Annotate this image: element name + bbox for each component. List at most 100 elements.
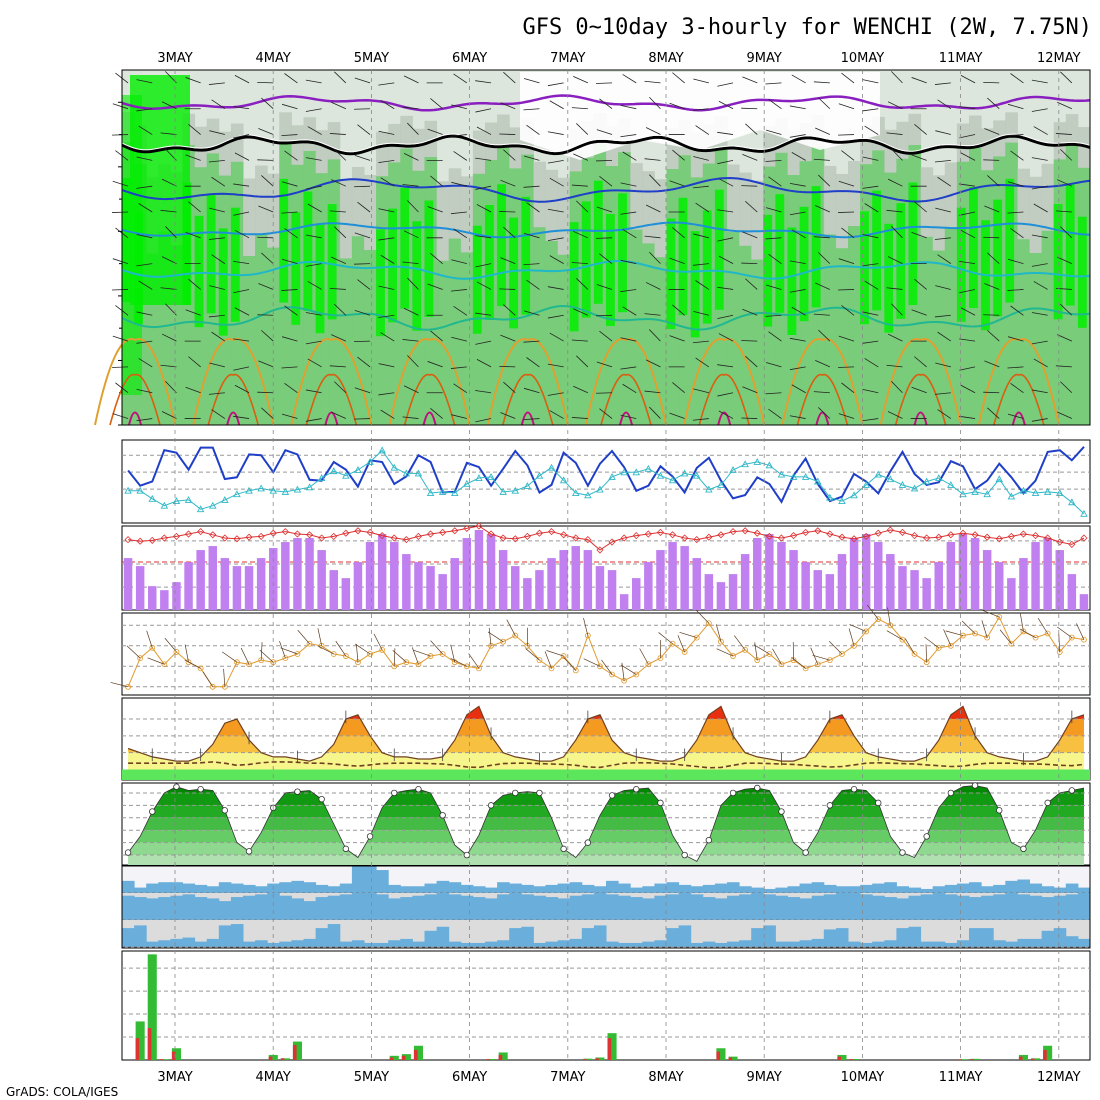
wind-barb [576,123,589,135]
cape-bar [511,566,520,610]
rh-shade-green [690,231,700,338]
wind-barb [234,384,250,394]
wind-barb [1055,133,1072,135]
wind-barb [571,262,588,265]
wind-barb [357,124,371,135]
thickness-point [656,471,665,479]
wind-barb [1057,411,1073,419]
cape-bar [874,542,883,610]
wind-barb [644,158,661,161]
rh-fill-band [128,855,1085,865]
thickness-point [862,481,870,488]
lifted-index-point [402,536,410,544]
cape-lifted-index-panel [121,522,1091,611]
wind-barb [741,262,758,265]
lifted-index-point [560,531,568,539]
wind-barb [672,304,685,316]
thickness-point [947,481,955,488]
cloud-bar [872,941,885,947]
cloud-bar [400,897,413,920]
cape-bar [390,542,399,610]
wind-barb [334,226,347,239]
wind-barb [354,340,371,343]
wind-barb [742,308,758,316]
thickness-point [257,484,265,492]
cloud-bar [775,887,788,893]
wind-barb [233,415,250,419]
isotherm-35 [815,411,830,426]
wind-barb [208,237,225,240]
wind-barb [430,98,443,110]
wind-barb [911,77,927,84]
cape-bar [656,550,665,610]
wind-barb [453,151,468,161]
wind-barb [334,303,347,316]
wind-barb [240,647,250,665]
cloud-bar [811,882,825,893]
wind-barb [891,303,903,316]
wind-barb [160,132,177,135]
cloud-bar [1029,883,1043,893]
precip-total-bar [401,1054,411,1060]
wind-barb [717,159,734,165]
cloud-bar [134,925,147,947]
day-label-bottom: 12MAY [1037,1070,1081,1085]
wind-barb [649,329,661,342]
thickness-point [329,467,338,475]
wind-barb [234,75,250,84]
wind-barb [185,77,201,84]
wind-barb [136,418,153,422]
cloud-bar [557,883,571,893]
wind-barb [284,228,298,239]
wind-barb [317,645,334,655]
rh-point [681,851,688,859]
isotherm-30 [796,373,849,426]
cape-bar [160,590,169,610]
cloud-bar [606,880,619,893]
precip-conv-bar [728,1057,733,1060]
wind-barb [959,183,976,187]
wind-barb [161,411,177,419]
rh-shade-green [618,193,627,313]
wind-barb [914,278,927,290]
cloud-bar [920,894,934,920]
wind-barb [1007,258,1024,265]
cloud-bar [158,897,171,920]
cape-bar [619,594,629,610]
rh-shade-green [872,190,882,311]
wind-speed-point [875,616,882,623]
lifted-index-point [330,532,338,540]
cloud-bar [315,884,329,893]
wind-barb [573,308,589,316]
cape-bar [305,538,314,610]
wind-barb [468,653,480,669]
cloud-bar [956,883,970,893]
wind-barb [1060,226,1073,239]
cloud-bar [727,882,740,893]
day-label-bottom: 6MAY [452,1070,487,1085]
cloud-bar [581,884,595,893]
cloud-bar [702,941,716,947]
rh-shade-mid [545,241,559,425]
rh-point [294,788,301,795]
cloud-bar [969,897,982,920]
wind-barb [334,148,347,161]
wind-barb [658,632,673,645]
cloud-bar [956,940,970,947]
cape-bar [414,562,423,610]
rh-point [729,789,737,797]
cloud-bar [509,883,522,893]
thickness-point [172,497,181,505]
cape-bar [740,554,750,610]
wind-speed-point [379,647,386,653]
wind-barb [307,358,322,368]
lifted-index-point [221,534,229,542]
thickness-point [910,484,919,492]
wind-barb [1076,623,1085,640]
wind-barb [161,333,177,342]
wind-barb [233,134,250,139]
wind-barb [599,176,613,187]
wind-barb [523,263,540,266]
cloud-bar [981,886,994,893]
cloud-bar [364,893,377,920]
